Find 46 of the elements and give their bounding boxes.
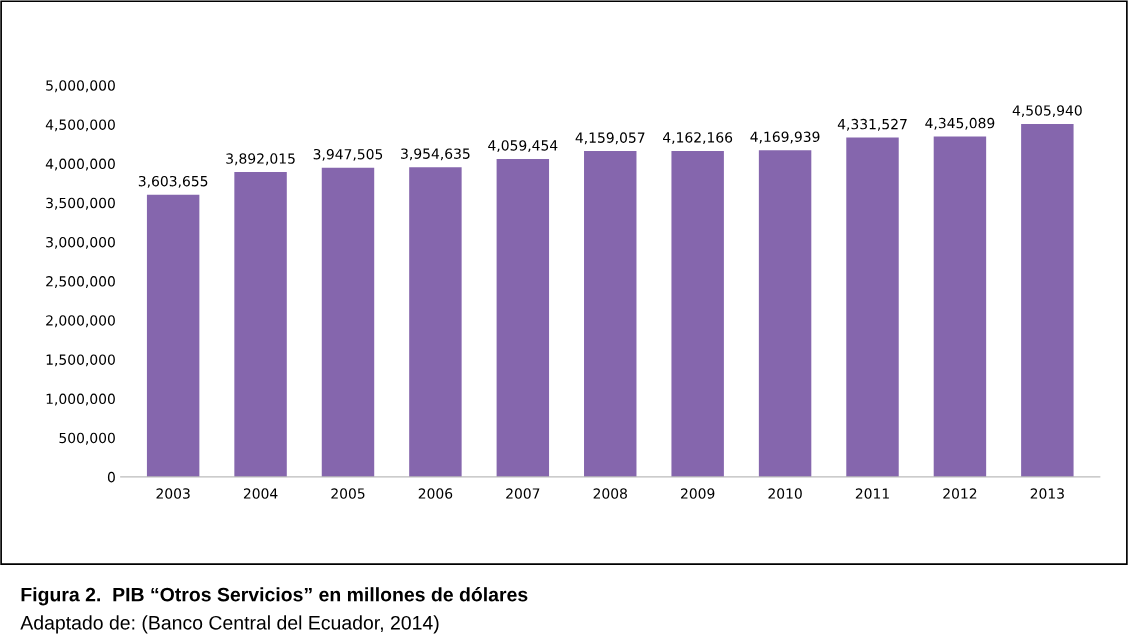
bar	[758, 150, 812, 477]
bar	[146, 194, 200, 477]
y-tick-label: 1,500,000	[46, 354, 115, 367]
data-label: 4,331,527	[837, 118, 907, 131]
x-tick-label: 2012	[943, 488, 977, 499]
bar	[1021, 123, 1074, 477]
x-tick-label: 2011	[855, 488, 889, 499]
x-tick-label: 2006	[418, 488, 453, 499]
bar	[584, 151, 637, 477]
data-label: 4,162,166	[663, 132, 733, 145]
bar	[496, 158, 550, 477]
y-tick-label: 500,000	[59, 432, 115, 445]
bar	[409, 167, 462, 477]
x-tick-label: 2003	[156, 488, 190, 499]
data-label: 4,505,940	[1012, 105, 1082, 118]
y-tick-label: 4,500,000	[45, 119, 115, 132]
data-label: 3,947,505	[313, 148, 383, 161]
data-label: 4,059,454	[488, 140, 558, 153]
bar	[234, 172, 287, 477]
y-tick-label: 2,500,000	[46, 276, 115, 288]
bar	[933, 136, 987, 477]
y-tick-label: 2,000,000	[46, 315, 115, 328]
x-tick-label: 2009	[681, 488, 715, 499]
bar	[321, 167, 375, 477]
text: Adaptado de: (Banco Central del Ecuador, 2014)	[20, 615, 439, 634]
y-tick-label: 3,000,000	[46, 236, 115, 249]
y-tick-label: 4,000,000	[45, 158, 115, 171]
data-label: 4,169,939	[750, 131, 820, 144]
bar	[671, 150, 724, 477]
y-tick-label: 0	[107, 471, 115, 483]
bar	[846, 137, 899, 477]
text: Figura 2. PIB “Otros Servicios” en millones de dólares	[21, 587, 528, 606]
y-tick-label: 3,500,000	[46, 197, 115, 210]
data-label: 3,603,655	[138, 175, 208, 188]
data-label: 3,954,635	[401, 148, 470, 161]
x-tick-label: 2004	[243, 488, 278, 499]
x-tick-label: 2013	[1030, 488, 1064, 499]
x-tick-label: 2008	[593, 488, 627, 499]
y-tick-label: 5,000,000	[46, 80, 115, 93]
x-tick-label: 2007	[506, 488, 540, 499]
data-label: 4,159,057	[575, 132, 645, 145]
y-tick-label: 1,000,000	[46, 393, 115, 406]
data-label: 3,892,015	[226, 153, 295, 166]
x-tick-label: 2010	[768, 488, 802, 499]
data-label: 4,345,089	[925, 117, 995, 130]
x-tick-label: 2005	[331, 488, 365, 499]
